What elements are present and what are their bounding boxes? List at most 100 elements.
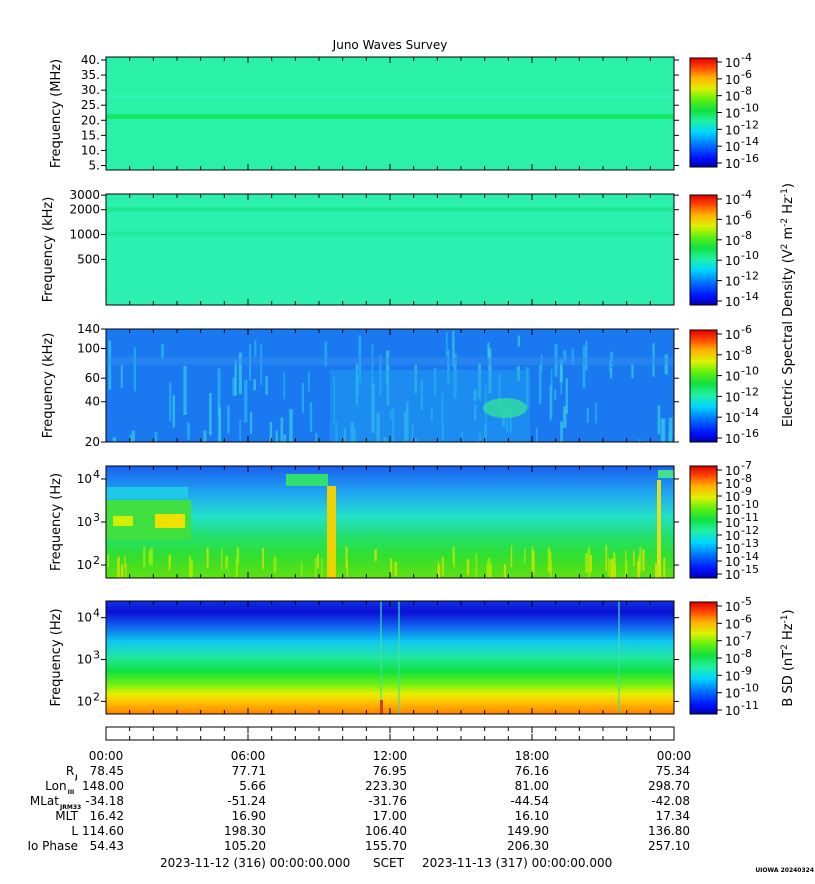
emission-streak (466, 559, 470, 576)
y-tick-label: 10 (77, 694, 92, 708)
emission-band (106, 357, 674, 365)
emission-streak (154, 431, 158, 442)
y-axis-label: Frequency (kHz) (41, 333, 56, 439)
y-tick-label: 30. (81, 83, 100, 97)
emission-streak (487, 342, 490, 359)
ephemeris-value: 155.70 (365, 839, 407, 853)
emission-patch (113, 516, 133, 526)
colorbar-tick-label: 10 (725, 411, 740, 425)
emission-streak (585, 553, 588, 574)
y-tick-label: 100 (77, 342, 100, 356)
emission-streak (301, 383, 305, 413)
y-tick-label: 20 (85, 435, 100, 449)
emission-streak (585, 340, 588, 371)
ephemeris-value: -44.54 (510, 794, 549, 808)
emission-patch (106, 487, 188, 499)
emission-streak (160, 343, 165, 359)
y-tick-label: 10 (77, 472, 92, 486)
ephemeris-label: MLT (55, 809, 78, 823)
ephemeris-value: 257.10 (648, 839, 690, 853)
colorbar-gradient (689, 329, 718, 443)
emission-streak (639, 546, 642, 572)
y-tick-exponent: 4 (93, 607, 100, 620)
colorbar-tick-label: 10 (725, 275, 740, 289)
colorbar-tick-exponent: -6 (741, 612, 752, 625)
emission-band (106, 207, 674, 212)
colorbar-tick-label: 10 (725, 704, 740, 718)
emission-streak (559, 359, 563, 383)
emission-streak (239, 419, 241, 442)
y-tick-label: 60 (85, 371, 100, 385)
y-tick-label: 1000 (69, 228, 100, 242)
scet-start: 2023-11-12 (316) 00:00:00.000 (160, 856, 350, 870)
emission-streak (563, 350, 567, 363)
colorbar-tick-exponent: -10 (741, 102, 759, 115)
emission-streak (503, 564, 507, 578)
colorbar-tick-exponent: -16 (741, 427, 759, 440)
emission-streak (589, 554, 592, 572)
emission-streak (668, 417, 673, 442)
emission-streak (517, 335, 520, 347)
emission-streak (120, 365, 123, 388)
ephemeris-value: 198.30 (224, 824, 266, 838)
emission-streak (535, 427, 538, 442)
emission-patch (483, 398, 527, 418)
emission-streak (148, 550, 151, 564)
emission-streak (131, 430, 135, 442)
emission-streak (609, 367, 613, 379)
emission-streak (563, 406, 567, 428)
emission-streak (609, 559, 612, 578)
colorbar-tick-label: 10 (725, 490, 740, 504)
spectrogram-p3 (106, 329, 674, 442)
emission-streak (324, 341, 328, 367)
emission-streak (582, 345, 586, 389)
ephemeris-value: 298.70 (648, 779, 690, 793)
emission-streak (587, 547, 591, 578)
colorbar-gradient (689, 194, 718, 306)
ephemeris-value: -34.18 (85, 794, 124, 808)
emission-streak (129, 435, 132, 442)
colorbar-label-part: Hz (781, 197, 796, 218)
ephemeris-label: Lon (45, 779, 66, 793)
ephemeris-label-sub: J (74, 774, 77, 781)
ephemeris-value: 5.66 (239, 779, 266, 793)
emission-streak (314, 558, 317, 578)
emission-streak (595, 402, 597, 424)
emission-streak (637, 560, 640, 578)
emission-streak (112, 437, 116, 442)
emission-streak (187, 422, 191, 440)
colorbar-tick-label: 10 (725, 669, 740, 683)
emission-streak (265, 376, 268, 395)
emission-streak (549, 385, 552, 421)
x-tick-label: 00:00 (657, 749, 692, 763)
emission-streak (624, 561, 628, 578)
colorbar-tick-exponent: -15 (741, 563, 759, 576)
colorbar-tick-exponent: -7 (741, 630, 752, 643)
colorbar-tick-exponent: -6 (741, 208, 752, 221)
emission-streak (307, 371, 310, 392)
colorbar-tick-label: 10 (725, 213, 740, 227)
y-tick-label: 10 (77, 653, 92, 667)
colorbar-tick-label: 10 (725, 157, 740, 171)
colorbar-tick-exponent: -11 (741, 511, 759, 524)
ephemeris-value: -42.08 (651, 794, 690, 808)
spectrogram-p4 (106, 466, 674, 578)
emission-streak (605, 545, 608, 571)
ephemeris-label: Io Phase (27, 839, 78, 853)
emission-streak (510, 545, 513, 568)
ephemeris-value: 76.16 (515, 764, 549, 778)
colorbar-tick-label: 10 (725, 503, 740, 517)
emission-streak (253, 379, 256, 391)
ephemeris-value: 136.80 (648, 824, 690, 838)
colorbar-tick-exponent: -6 (741, 323, 752, 336)
colorbar-tick-exponent: -10 (741, 249, 759, 262)
emission-streak (289, 409, 293, 442)
emission-streak (190, 560, 193, 578)
y-tick-label: 5. (89, 158, 100, 172)
emission-streak (523, 548, 526, 563)
colorbar-tick-exponent: -14 (741, 135, 759, 148)
emission-streak (374, 549, 377, 562)
emission-streak (638, 439, 641, 442)
ephemeris-value: 17.00 (373, 809, 407, 823)
